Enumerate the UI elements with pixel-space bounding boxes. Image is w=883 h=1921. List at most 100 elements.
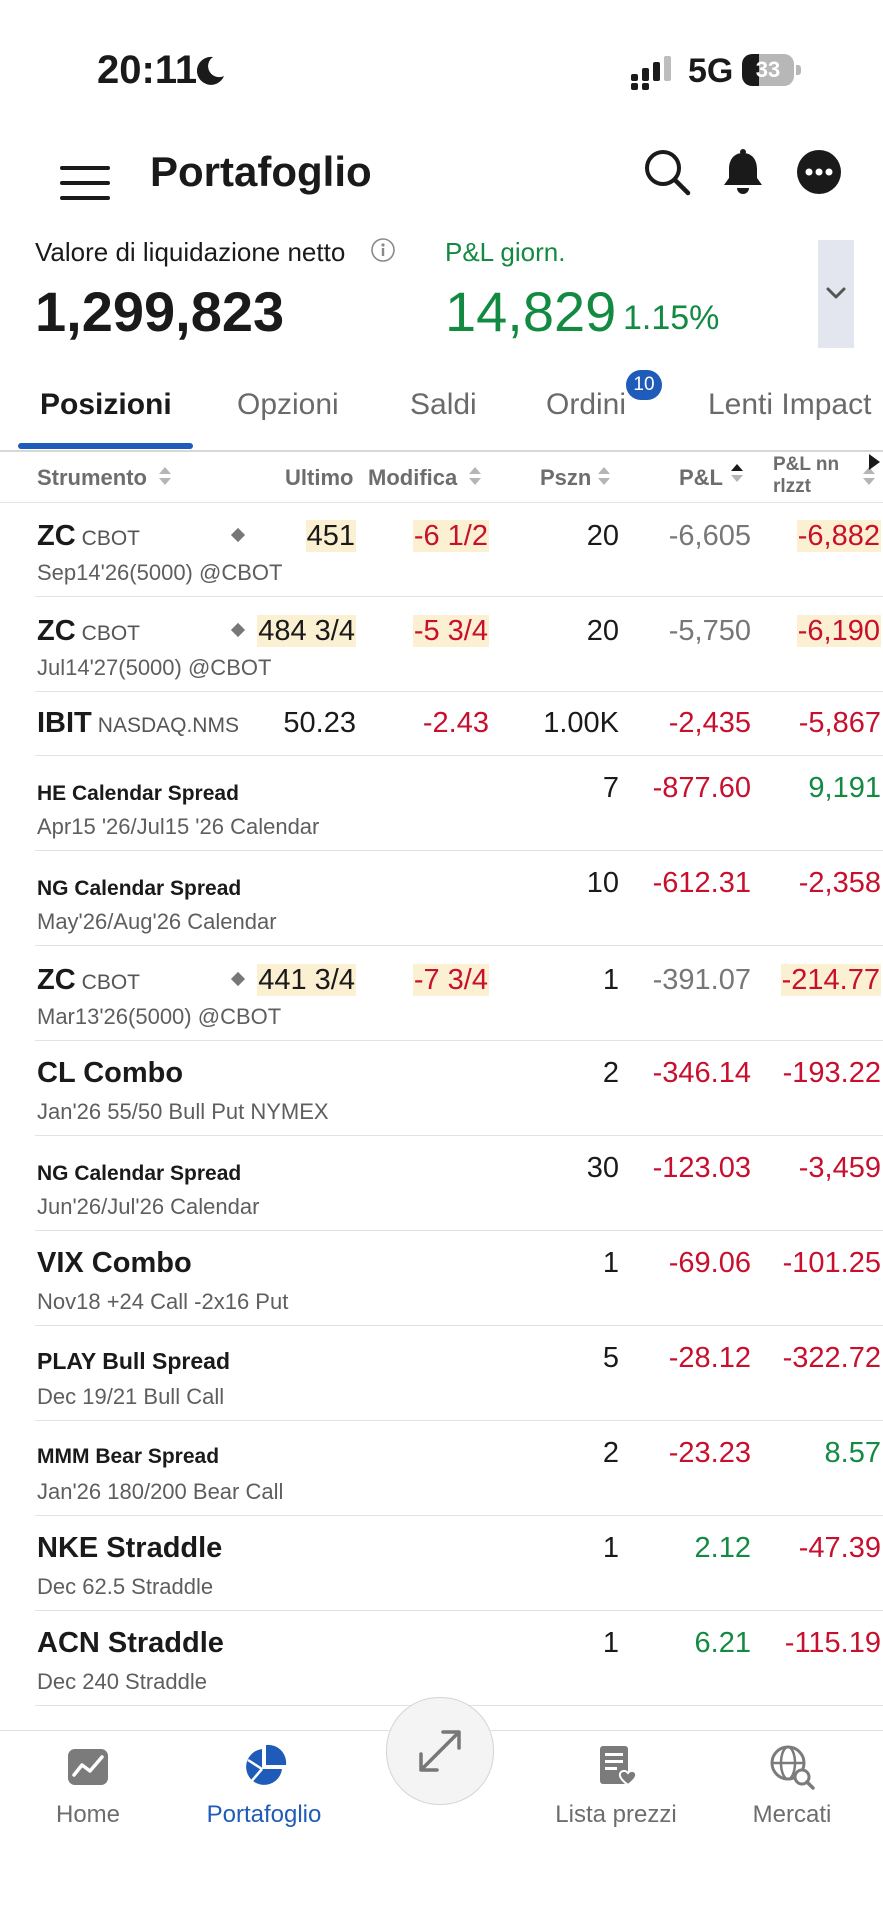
table-row[interactable]: ZC CBOT Sep14'26(5000) @CBOT 451 -6 1/2 2… <box>0 502 883 597</box>
search-icon[interactable] <box>640 145 694 199</box>
active-tab-indicator <box>18 443 193 449</box>
watchlist-icon <box>600 1746 638 1787</box>
instrument-symbol: ZC CBOT <box>37 964 141 996</box>
pl-value: -23.23 <box>668 1437 751 1469</box>
pl-value: -6,605 <box>668 520 751 552</box>
position-size: 30 <box>586 1152 619 1184</box>
bell-icon[interactable] <box>716 145 770 199</box>
nav-label: Mercati <box>752 1801 832 1828</box>
table-row[interactable]: PLAY Bull Spread Dec 19/21 Bull Call 5 -… <box>0 1326 883 1421</box>
pl-value: -346.14 <box>652 1057 751 1089</box>
position-size: 5 <box>602 1342 619 1374</box>
nav-label: Portafoglio <box>206 1801 322 1828</box>
column-change[interactable]: Modifica <box>368 465 458 490</box>
battery-level: 33 <box>755 57 781 82</box>
sort-icon[interactable] <box>862 465 876 487</box>
row-divider <box>35 1135 883 1136</box>
table-row[interactable]: NG Calendar Spread May'26/Aug'26 Calenda… <box>0 851 883 946</box>
column-last[interactable]: Ultimo <box>285 465 354 490</box>
row-divider <box>35 945 883 946</box>
table-row[interactable]: IBIT NASDAQ.NMS 50.23 -2.43 1.00K -2,435 … <box>0 692 883 756</box>
instrument-symbol: NG Calendar Spread <box>37 877 242 900</box>
expand-summary-button[interactable] <box>818 240 854 348</box>
sort-ascending-icon[interactable] <box>730 462 744 484</box>
table-row[interactable]: VIX Combo Nov18 +24 Call -2x16 Put 1 -69… <box>0 1231 883 1326</box>
price-change: -2.43 <box>422 707 489 739</box>
table-row[interactable]: NG Calendar Spread Jun'26/Jul'26 Calenda… <box>0 1136 883 1231</box>
instrument-symbol: NG Calendar Spread <box>37 1162 242 1185</box>
row-divider <box>35 691 883 692</box>
pl-value: -69.06 <box>668 1247 751 1279</box>
menu-icon[interactable] <box>60 152 112 200</box>
price-change: -7 3/4 <box>412 964 489 996</box>
sort-icon[interactable] <box>597 465 611 487</box>
info-icon[interactable] <box>370 237 396 263</box>
expand-view-button[interactable] <box>386 1697 494 1805</box>
sort-icon[interactable] <box>468 465 482 487</box>
daily-pl-label: P&L giorn. <box>445 237 566 267</box>
row-divider <box>35 1230 883 1231</box>
unrealized-pl-value: -2,358 <box>798 867 881 899</box>
unrealized-pl-value: -193.22 <box>782 1057 881 1089</box>
instrument-detail: Dec 62.5 Straddle <box>37 1574 214 1599</box>
page-title: Portafoglio <box>150 148 372 195</box>
column-unrealized-pl[interactable]: P&L nn rlzzt <box>773 454 840 497</box>
column-instrument[interactable]: Strumento <box>37 465 147 490</box>
app-header: Portafoglio <box>0 140 883 240</box>
tab-balances[interactable]: Saldi <box>410 388 477 421</box>
last-price: 451 <box>305 520 356 552</box>
unrealized-pl-value: -5,867 <box>798 707 881 739</box>
unrealized-pl-value: -3,459 <box>798 1152 881 1184</box>
portfolio-tabs: Posizioni Opzioni Saldi Ordini 10 Lenti … <box>0 370 883 452</box>
tab-impact-lens[interactable]: Lenti Impact <box>708 388 872 421</box>
bottom-navigation: Home Portafoglio Lista prezzi <box>0 1697 883 1921</box>
position-size: 20 <box>586 520 619 552</box>
position-size: 20 <box>586 615 619 647</box>
table-row[interactable]: NKE Straddle Dec 62.5 Straddle 1 2.12 -4… <box>0 1516 883 1611</box>
last-price: 484 3/4 <box>257 615 356 647</box>
table-row[interactable]: ACN Straddle Dec 240 Straddle 1 6.21 -11… <box>0 1611 883 1706</box>
chart-icon <box>68 1749 108 1785</box>
position-size: 2 <box>602 1057 619 1089</box>
nav-watchlist[interactable]: Lista prezzi <box>528 1743 704 1829</box>
row-divider <box>35 1420 883 1421</box>
chevron-down-icon <box>826 287 846 299</box>
position-size: 1 <box>602 1247 619 1279</box>
row-divider <box>35 1515 883 1516</box>
pl-value: -391.07 <box>652 964 751 996</box>
instrument-symbol: PLAY Bull Spread <box>37 1348 231 1374</box>
unrealized-pl-value: -101.25 <box>782 1247 881 1279</box>
table-row[interactable]: MMM Bear Spread Jan'26 180/200 Bear Call… <box>0 1421 883 1516</box>
table-header: Strumento Ultimo Modifica Pszn P&L P&L n… <box>0 450 883 503</box>
net-liquidation-value: 1,299,823 <box>35 280 285 343</box>
price-change: -5 3/4 <box>412 615 489 647</box>
pl-value: 2.12 <box>694 1532 751 1564</box>
scroll-right-icon[interactable] <box>868 452 882 472</box>
battery-icon: 33 <box>742 54 802 86</box>
column-pl[interactable]: P&L <box>679 465 723 490</box>
tab-positions[interactable]: Posizioni <box>40 388 172 421</box>
more-icon[interactable] <box>792 145 846 199</box>
instrument-symbol: IBIT NASDAQ.NMS <box>37 707 239 739</box>
table-row[interactable]: HE Calendar Spread Apr15 '26/Jul15 '26 C… <box>0 756 883 851</box>
pl-value: -877.60 <box>652 772 751 804</box>
instrument-symbol: MMM Bear Spread <box>37 1445 220 1468</box>
tab-orders[interactable]: Ordini <box>546 388 627 421</box>
net-liquidation-label: Valore di liquidazione netto <box>35 237 346 267</box>
row-divider <box>35 1610 883 1611</box>
nav-portfolio[interactable]: Portafoglio <box>176 1743 352 1829</box>
table-row[interactable]: ZC CBOT Jul14'27(5000) @CBOT 484 3/4 -5 3… <box>0 597 883 692</box>
table-row[interactable]: CL Combo Jan'26 55/50 Bull Put NYMEX 2 -… <box>0 1041 883 1136</box>
status-bar: 20:11 5G 33 <box>0 0 883 140</box>
moon-icon <box>196 56 224 85</box>
instrument-detail: Jan'26 55/50 Bull Put NYMEX <box>37 1099 329 1124</box>
table-row[interactable]: ZC CBOT Mar13'26(5000) @CBOT 441 3/4 -7 3… <box>0 946 883 1041</box>
position-size: 1.00K <box>543 707 619 739</box>
nav-markets[interactable]: Mercati <box>704 1743 880 1829</box>
instrument-symbol: CL Combo <box>37 1057 184 1089</box>
nav-home[interactable]: Home <box>0 1743 176 1829</box>
tab-options[interactable]: Opzioni <box>237 388 339 421</box>
instrument-detail: Apr15 '26/Jul15 '26 Calendar <box>37 814 320 839</box>
column-position[interactable]: Pszn <box>540 465 592 490</box>
sort-icon[interactable] <box>158 465 172 487</box>
